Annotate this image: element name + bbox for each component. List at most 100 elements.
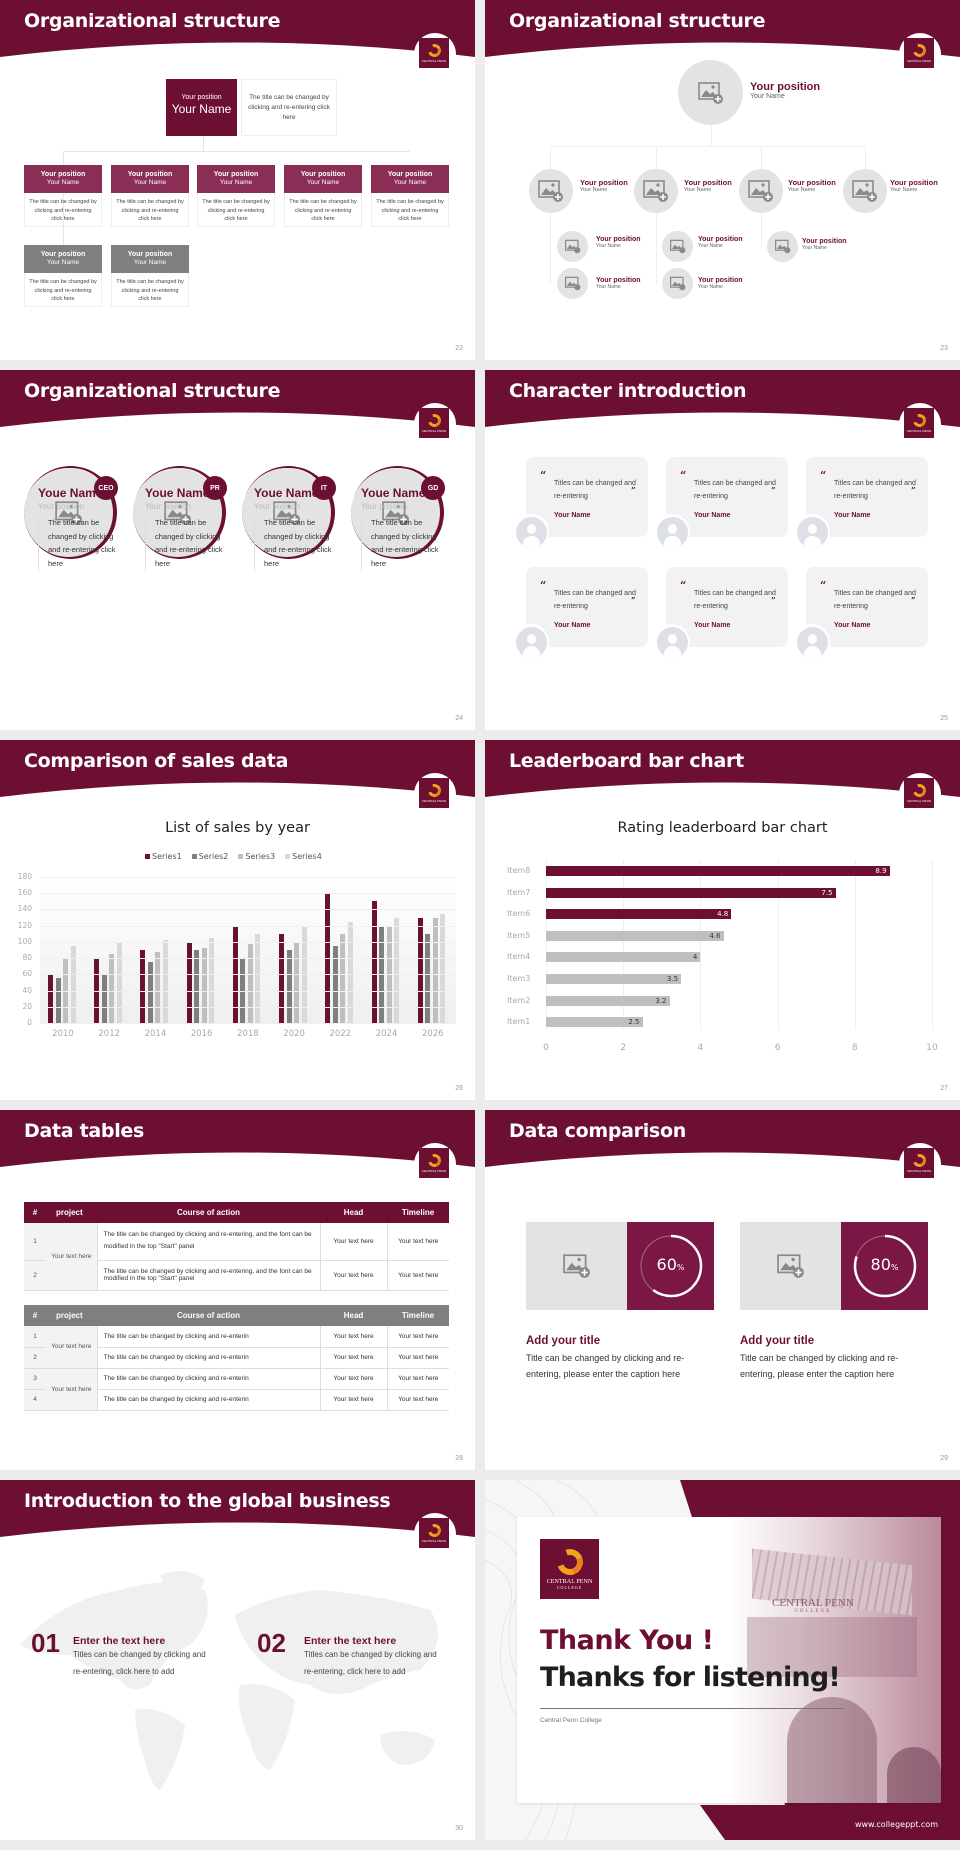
avatar-placeholder[interactable]: [739, 169, 783, 213]
bar[interactable]: [371, 901, 377, 1023]
bar[interactable]: 4: [546, 952, 701, 963]
slide-31[interactable]: CENTRAL PENN COLLEGE CENTRAL PENN COLLEGE …: [485, 1480, 960, 1840]
org-card-sub[interactable]: Your position Your Name The title can be c…: [24, 245, 102, 307]
slide-29[interactable]: Data comparison CENTRAL PENN 60% Add you…: [485, 1110, 960, 1470]
bar[interactable]: [70, 945, 76, 1023]
avatar-placeholder[interactable]: [767, 231, 798, 262]
bar[interactable]: [440, 913, 446, 1023]
user-avatar-icon[interactable]: [654, 624, 690, 660]
avatar-placeholder[interactable]: [843, 169, 887, 213]
quote-open-icon: “: [680, 469, 687, 482]
bar[interactable]: 3.2: [546, 995, 670, 1006]
table-row[interactable]: 2 The title can be changed by clicking a…: [24, 1260, 449, 1291]
testimonial-card[interactable]: “Titles can be changed and re-entering” Y…: [526, 567, 648, 647]
org-card[interactable]: Your position Your Name The title can be c…: [111, 165, 189, 227]
bar[interactable]: [201, 948, 207, 1023]
image-placeholder[interactable]: [740, 1222, 841, 1310]
website-link[interactable]: www.collegeppt.com: [854, 1820, 938, 1829]
table-row[interactable]: 1 Your text here The title can be change…: [24, 1326, 449, 1369]
bar[interactable]: [294, 941, 300, 1023]
bar[interactable]: [140, 950, 146, 1023]
bar[interactable]: [194, 950, 200, 1023]
person-card[interactable]: CEO: [16, 458, 125, 586]
bar-value-label: 8.9: [875, 867, 887, 875]
table-row[interactable]: 2 The title can be changed by clicking a…: [24, 1347, 449, 1369]
top-position-box[interactable]: Your position Your Name: [166, 79, 237, 136]
bar[interactable]: [279, 933, 285, 1023]
bar[interactable]: [286, 950, 292, 1023]
org-card-sub[interactable]: Your position Your Name The title can be c…: [111, 245, 189, 307]
progress-ring: [853, 1234, 917, 1298]
bar[interactable]: [255, 933, 261, 1023]
bar[interactable]: [186, 941, 192, 1023]
bar[interactable]: 4.8: [546, 909, 732, 920]
legend-item[interactable]: Series3: [238, 852, 275, 861]
bar[interactable]: 4.6: [546, 930, 724, 941]
slide-26[interactable]: Comparison of sales data CENTRAL PENN Li…: [0, 740, 475, 1100]
bar[interactable]: [425, 933, 431, 1023]
person-card[interactable]: IT: [234, 458, 343, 586]
bar[interactable]: 7.5: [546, 887, 836, 898]
bar[interactable]: [432, 917, 438, 1023]
bar[interactable]: 2.5: [546, 1017, 643, 1028]
table-row[interactable]: 3 Your text here The title can be change…: [24, 1368, 449, 1411]
table-row[interactable]: 1 Your text here The title can be change…: [24, 1223, 449, 1291]
header-wave: [0, 0, 475, 57]
slide-28[interactable]: Data tables CENTRAL PENN # project Cours…: [0, 1110, 475, 1470]
testimonial-card[interactable]: “Titles can be changed and re-entering” Y…: [666, 567, 788, 647]
legend-item[interactable]: Series4: [285, 852, 322, 861]
bar[interactable]: [147, 962, 153, 1023]
add-image-icon: [774, 239, 790, 254]
bar[interactable]: [162, 940, 168, 1023]
bar[interactable]: [116, 941, 122, 1023]
org-card[interactable]: Your position Your Name The title can be c…: [197, 165, 275, 227]
org-card[interactable]: Your position Your Name The title can be c…: [24, 165, 102, 227]
user-avatar-icon[interactable]: [794, 624, 830, 660]
slide-30[interactable]: Introduction to the global business CENT…: [0, 1480, 475, 1840]
avatar-placeholder[interactable]: [634, 169, 678, 213]
quote-close-icon: ”: [911, 595, 916, 605]
page-number: 28: [455, 1455, 463, 1462]
slide-23[interactable]: Organizational structure CENTRAL PENN Yo…: [485, 0, 960, 360]
bar[interactable]: [209, 937, 215, 1023]
world-map-background: [20, 1571, 438, 1790]
logo-swirl-icon: [552, 1544, 587, 1579]
bar[interactable]: 8.9: [546, 866, 890, 876]
table-row[interactable]: 4 The title can be changed by clicking a…: [24, 1389, 449, 1411]
slide-25[interactable]: Character introduction CENTRAL PENN “Tit…: [485, 370, 960, 730]
slide-27[interactable]: Leaderboard bar chart CENTRAL PENN Ratin…: [485, 740, 960, 1100]
org-card[interactable]: Your position Your Name The title can be c…: [371, 165, 449, 227]
user-avatar-icon[interactable]: [513, 624, 549, 660]
person-card[interactable]: PR: [125, 458, 234, 586]
slide-22[interactable]: Organizational structure CENTRAL PENN Yo…: [0, 0, 475, 360]
bar[interactable]: [417, 917, 423, 1023]
bar[interactable]: [340, 933, 346, 1023]
bar[interactable]: [101, 974, 107, 1023]
org-card[interactable]: Your position Your Name The title can be c…: [284, 165, 362, 227]
bar[interactable]: [247, 943, 253, 1023]
bar[interactable]: [155, 951, 161, 1023]
legend-item[interactable]: Series1: [145, 852, 182, 861]
bar[interactable]: [347, 921, 353, 1023]
avatar-placeholder[interactable]: [678, 60, 743, 125]
bar[interactable]: [109, 954, 115, 1023]
image-placeholder[interactable]: [526, 1222, 627, 1310]
user-avatar-icon[interactable]: [513, 514, 549, 550]
bar[interactable]: [332, 945, 338, 1023]
avatar-placeholder[interactable]: [557, 231, 588, 262]
x-tick-label: 2026: [421, 1029, 444, 1039]
user-avatar-icon[interactable]: [794, 514, 830, 550]
bar[interactable]: [48, 974, 53, 1023]
avatar-placeholder[interactable]: [662, 268, 693, 299]
slide-24[interactable]: Organizational structure CENTRAL PENN CE…: [0, 370, 475, 730]
bar[interactable]: 3.5: [546, 974, 682, 984]
avatar-placeholder[interactable]: [662, 231, 693, 262]
bar[interactable]: [394, 917, 400, 1023]
legend-item[interactable]: Series2: [191, 852, 228, 861]
avatar-placeholder[interactable]: [557, 268, 588, 299]
add-image-icon: [381, 500, 409, 525]
person-card[interactable]: GD: [343, 458, 452, 586]
user-avatar-icon[interactable]: [654, 514, 690, 550]
bar[interactable]: [55, 978, 61, 1023]
avatar-placeholder[interactable]: [529, 169, 573, 213]
